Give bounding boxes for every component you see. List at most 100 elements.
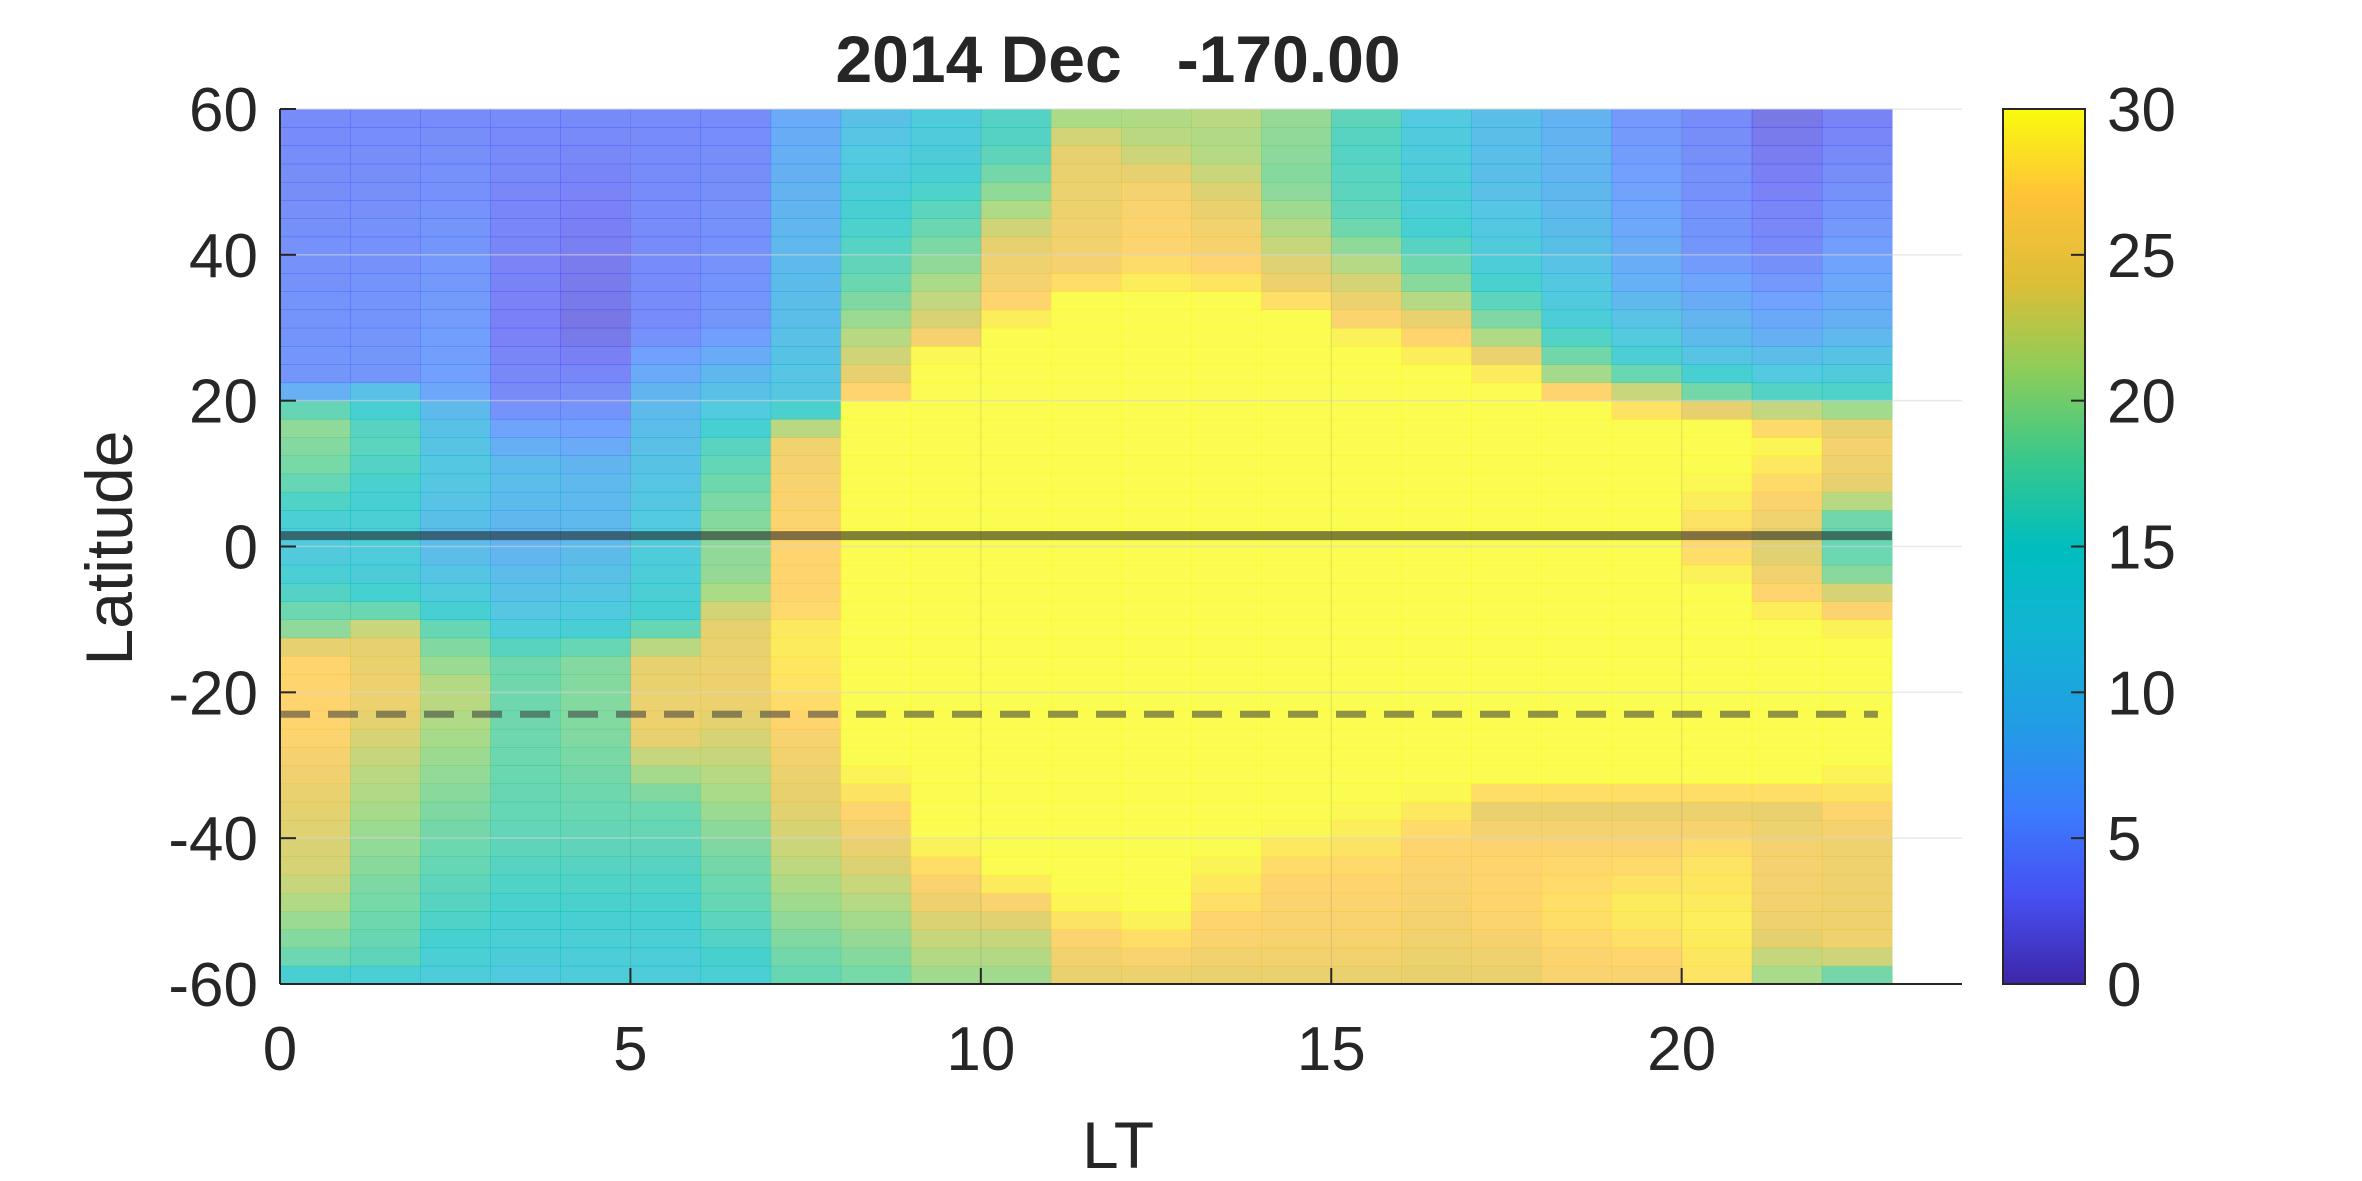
heatmap-cell <box>700 765 772 785</box>
heatmap-cell <box>1471 437 1543 456</box>
heatmap-cell <box>490 455 561 475</box>
heatmap-cell <box>1261 929 1332 949</box>
heatmap-cell <box>1681 819 1753 839</box>
heatmap-cell <box>1751 801 1823 821</box>
heatmap-cell <box>1191 947 1262 967</box>
y-tick-label: 0 <box>224 514 258 583</box>
heatmap-cell <box>1821 747 1893 766</box>
heatmap-cell <box>1401 838 1473 857</box>
heatmap-cell <box>910 382 982 402</box>
heatmap-cell <box>630 892 702 912</box>
heatmap-cell <box>1751 911 1823 930</box>
heatmap-cell <box>630 856 702 876</box>
heatmap-cell <box>1331 674 1402 693</box>
heatmap-cell <box>350 437 421 456</box>
heatmap-cell <box>1261 491 1332 511</box>
heatmap-cell <box>1751 109 1823 128</box>
heatmap-cell <box>1331 418 1402 438</box>
heatmap-cell <box>1681 728 1753 748</box>
heatmap-cell <box>1611 127 1683 147</box>
heatmap-cell <box>910 145 982 165</box>
heatmap-cell <box>700 819 772 839</box>
heatmap-cell <box>700 838 772 857</box>
heatmap-cell <box>560 218 632 238</box>
heatmap-cell <box>1541 200 1613 219</box>
heatmap-cell <box>1611 892 1683 912</box>
heatmap-cell <box>1751 582 1823 602</box>
heatmap-cell <box>1681 838 1753 857</box>
heatmap-cell <box>350 163 421 183</box>
heatmap-cell <box>490 327 561 347</box>
heatmap-cell <box>1401 163 1473 183</box>
heatmap-cell <box>700 291 772 311</box>
heatmap-cell <box>1611 819 1683 839</box>
heatmap-cell <box>1821 637 1893 657</box>
heatmap-cell <box>1611 674 1683 693</box>
heatmap-cell <box>560 510 632 529</box>
heatmap-cell <box>490 892 561 912</box>
heatmap-cell <box>1050 655 1122 675</box>
heatmap-cell <box>700 601 772 621</box>
heatmap-cell <box>1261 455 1332 475</box>
heatmap-cell <box>1401 601 1473 621</box>
heatmap-cell <box>1541 564 1613 584</box>
heatmap-cell <box>1121 892 1192 912</box>
heatmap-cell <box>280 582 351 602</box>
heatmap-cell <box>350 801 421 821</box>
heatmap-cell <box>1050 911 1122 930</box>
heatmap-cell <box>770 473 842 493</box>
heatmap-cell <box>1331 856 1402 876</box>
heatmap-cell <box>700 127 772 147</box>
heatmap-cell <box>1121 765 1192 785</box>
heatmap-cell <box>1821 692 1893 712</box>
heatmap-cell <box>280 783 351 803</box>
heatmap-cell <box>1611 236 1683 256</box>
heatmap-cell <box>630 929 702 949</box>
heatmap-cell <box>1541 619 1613 639</box>
heatmap-cell <box>770 911 842 930</box>
heatmap-cell <box>1331 838 1402 857</box>
heatmap-cell <box>980 109 1052 128</box>
heatmap-cell <box>630 965 702 985</box>
heatmap-cell <box>1821 327 1893 347</box>
heatmap-cell <box>840 273 912 292</box>
heatmap-cell <box>1401 491 1473 511</box>
heatmap-cell <box>630 109 702 128</box>
heatmap-cell <box>700 145 772 165</box>
heatmap-cell <box>910 765 982 785</box>
heatmap-cell <box>1261 619 1332 639</box>
heatmap-cell <box>1331 947 1402 967</box>
heatmap-cell <box>770 382 842 402</box>
heatmap-cell <box>490 874 561 894</box>
heatmap-cell <box>1751 400 1823 420</box>
heatmap-cell <box>1401 400 1473 420</box>
heatmap-cell <box>1681 874 1753 894</box>
heatmap-cell <box>840 911 912 930</box>
heatmap-cell <box>1261 674 1332 693</box>
heatmap-cell <box>1611 747 1683 766</box>
heatmap-cell <box>1541 929 1613 949</box>
heatmap-cell <box>700 947 772 967</box>
heatmap-cell <box>770 455 842 475</box>
heatmap-cell <box>910 801 982 821</box>
axes <box>279 108 1962 985</box>
heatmap-cell <box>980 273 1052 292</box>
heatmap-cell <box>1681 163 1753 183</box>
heatmap-cell <box>490 819 561 839</box>
heatmap-cell <box>1121 236 1192 256</box>
heatmap-cell <box>1611 783 1683 803</box>
heatmap-cell <box>1331 601 1402 621</box>
heatmap-cell <box>1401 109 1473 128</box>
y-tick-label: -40 <box>168 805 258 874</box>
heatmap-cell <box>1331 692 1402 712</box>
heatmap-cell <box>1121 637 1192 657</box>
heatmap-cell <box>840 236 912 256</box>
heatmap-cell <box>700 109 772 128</box>
heatmap-cell <box>280 674 351 693</box>
heatmap-cell <box>1611 109 1683 128</box>
heatmap-cell <box>1681 309 1753 329</box>
heatmap-cell <box>770 400 842 420</box>
heatmap-cell <box>630 819 702 839</box>
heatmap-cell <box>280 546 351 566</box>
heatmap-cell <box>490 582 561 602</box>
